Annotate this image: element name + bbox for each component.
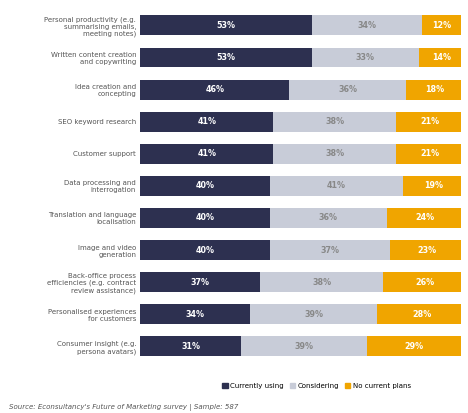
Text: 38%: 38% [312,278,331,287]
Text: 31%: 31% [181,342,200,351]
Bar [396,112,464,132]
Bar [140,16,312,36]
Bar [250,304,377,324]
Bar [312,47,419,67]
Bar [419,47,464,67]
Text: 33%: 33% [356,53,375,62]
Text: 28%: 28% [412,310,432,319]
Bar [406,80,464,100]
Text: 46%: 46% [205,85,224,94]
Bar [402,176,464,196]
Text: 36%: 36% [319,214,338,223]
Bar [390,240,464,260]
Bar [367,336,461,356]
Text: Source: Econsultancy's Future of Marketing survey | Sample: 587: Source: Econsultancy's Future of Marketi… [9,404,239,411]
Bar [270,208,387,228]
Bar [396,144,464,164]
Text: 19%: 19% [424,181,443,190]
Text: 12%: 12% [432,21,451,30]
Bar [140,304,250,324]
Text: 23%: 23% [417,245,437,254]
Text: 41%: 41% [197,149,216,158]
Bar [140,336,241,356]
Text: 39%: 39% [294,342,314,351]
Text: 53%: 53% [217,21,236,30]
Text: 34%: 34% [358,21,377,30]
Bar [270,240,390,260]
Bar [140,272,260,292]
Text: 21%: 21% [421,117,440,126]
Text: 14%: 14% [432,53,451,62]
Text: 40%: 40% [196,181,215,190]
Bar [387,208,464,228]
Bar [140,80,289,100]
Text: 37%: 37% [320,245,339,254]
Bar [260,272,383,292]
Text: 39%: 39% [304,310,323,319]
Legend: Currently using, Considering, No current plans: Currently using, Considering, No current… [219,380,414,392]
Bar [383,272,468,292]
Text: 38%: 38% [325,117,344,126]
Bar [241,336,367,356]
Text: 40%: 40% [196,214,215,223]
Text: 36%: 36% [338,85,357,94]
Bar [140,208,270,228]
Text: 53%: 53% [217,53,236,62]
Text: 21%: 21% [421,149,440,158]
Text: 37%: 37% [191,278,210,287]
Text: 38%: 38% [325,149,344,158]
Bar [140,176,270,196]
Bar [422,16,461,36]
Bar [377,304,468,324]
Bar [140,144,273,164]
Bar [140,47,312,67]
Text: 24%: 24% [416,214,435,223]
Bar [270,176,402,196]
Text: 41%: 41% [327,181,346,190]
Text: 18%: 18% [425,85,445,94]
Bar [140,112,273,132]
Text: 40%: 40% [196,245,215,254]
Text: 41%: 41% [197,117,216,126]
Bar [273,144,396,164]
Bar [289,80,406,100]
Text: 26%: 26% [416,278,435,287]
Text: 29%: 29% [404,342,424,351]
Bar [312,16,422,36]
Bar [273,112,396,132]
Text: 34%: 34% [186,310,205,319]
Bar [140,240,270,260]
